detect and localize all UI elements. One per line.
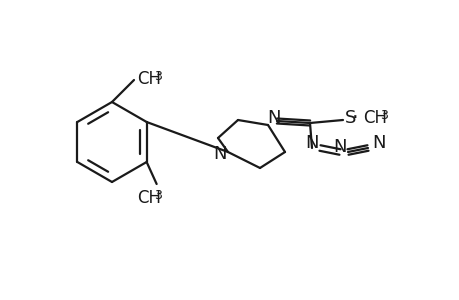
- Text: N: N: [371, 134, 385, 152]
- Text: N: N: [213, 145, 226, 163]
- Text: CH: CH: [137, 70, 161, 88]
- Text: ·: ·: [351, 108, 358, 128]
- Text: N: N: [267, 109, 280, 127]
- Text: 3: 3: [154, 70, 162, 83]
- Text: CH: CH: [362, 109, 386, 127]
- Text: N: N: [305, 134, 318, 152]
- Text: 3: 3: [379, 109, 387, 122]
- Text: 3: 3: [153, 188, 161, 202]
- Text: N: N: [332, 138, 346, 156]
- Text: CH: CH: [136, 189, 160, 207]
- Text: S: S: [344, 109, 356, 127]
